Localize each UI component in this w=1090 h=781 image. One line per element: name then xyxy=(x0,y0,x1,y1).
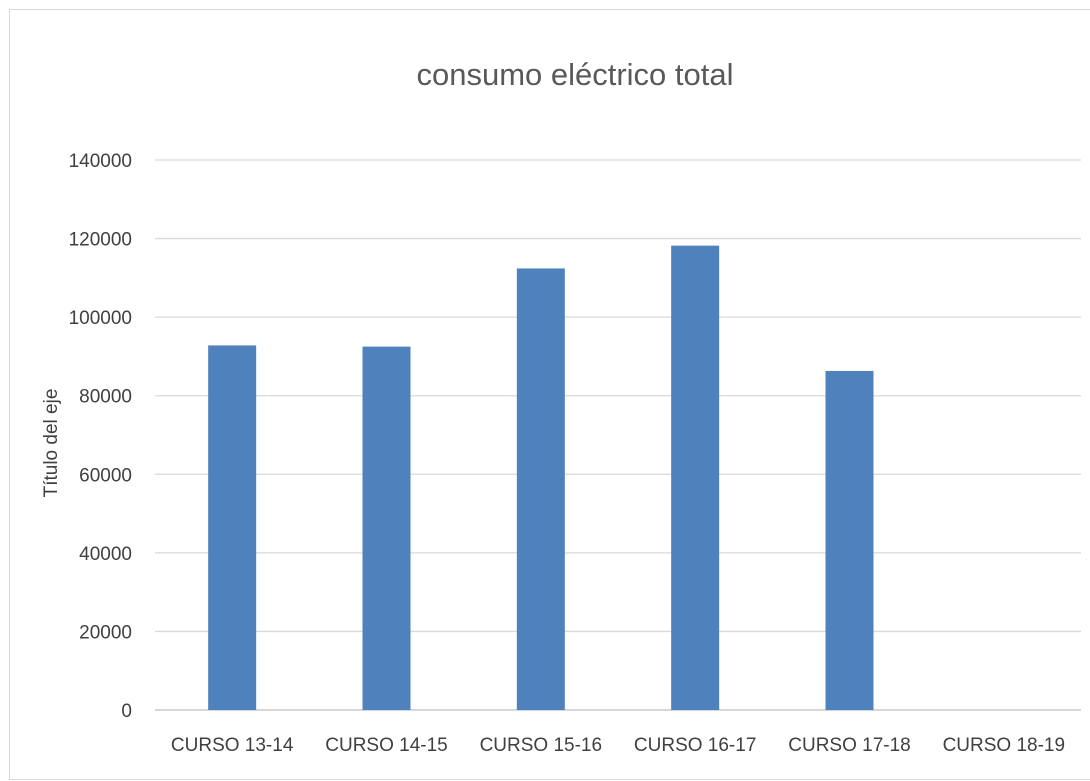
chart-title: consumo eléctrico total xyxy=(416,57,733,92)
x-tick-label: CURSO 16-17 xyxy=(634,735,757,756)
gridlines xyxy=(155,159,1081,711)
x-tick-label: CURSO 15-16 xyxy=(480,735,603,756)
bar xyxy=(362,346,411,710)
y-tick-label: 120000 xyxy=(69,230,132,251)
y-tick-label: 140000 xyxy=(69,151,132,172)
bar xyxy=(208,345,257,710)
y-tick-label: 60000 xyxy=(79,465,132,486)
bar xyxy=(516,268,565,710)
bar xyxy=(825,370,874,710)
x-tick-label: CURSO 14-15 xyxy=(325,735,448,756)
bar-chart: consumo eléctrico total Título del eje 0… xyxy=(41,57,1081,756)
y-tick-label: 40000 xyxy=(79,544,132,565)
y-tick-label: 0 xyxy=(121,701,132,722)
x-axis-ticks: CURSO 13-14 CURSO 14-15 CURSO 15-16 CURSO 1… xyxy=(171,735,1065,756)
x-tick-label: CURSO 13-14 xyxy=(171,735,294,756)
x-tick-label: CURSO 18-19 xyxy=(943,735,1066,756)
y-tick-label: 80000 xyxy=(79,387,132,408)
chart-container: consumo eléctrico total Título del eje 0… xyxy=(9,9,1090,780)
y-tick-label: 100000 xyxy=(69,308,132,329)
bars xyxy=(208,245,874,710)
y-tick-label: 20000 xyxy=(79,622,132,643)
x-tick-label: CURSO 17-18 xyxy=(788,735,911,756)
y-axis-ticks: 0 20000 40000 60000 80000 100000 120000 140000 xyxy=(69,151,132,722)
bar xyxy=(671,245,720,710)
y-axis-title: Título del eje xyxy=(41,389,62,498)
